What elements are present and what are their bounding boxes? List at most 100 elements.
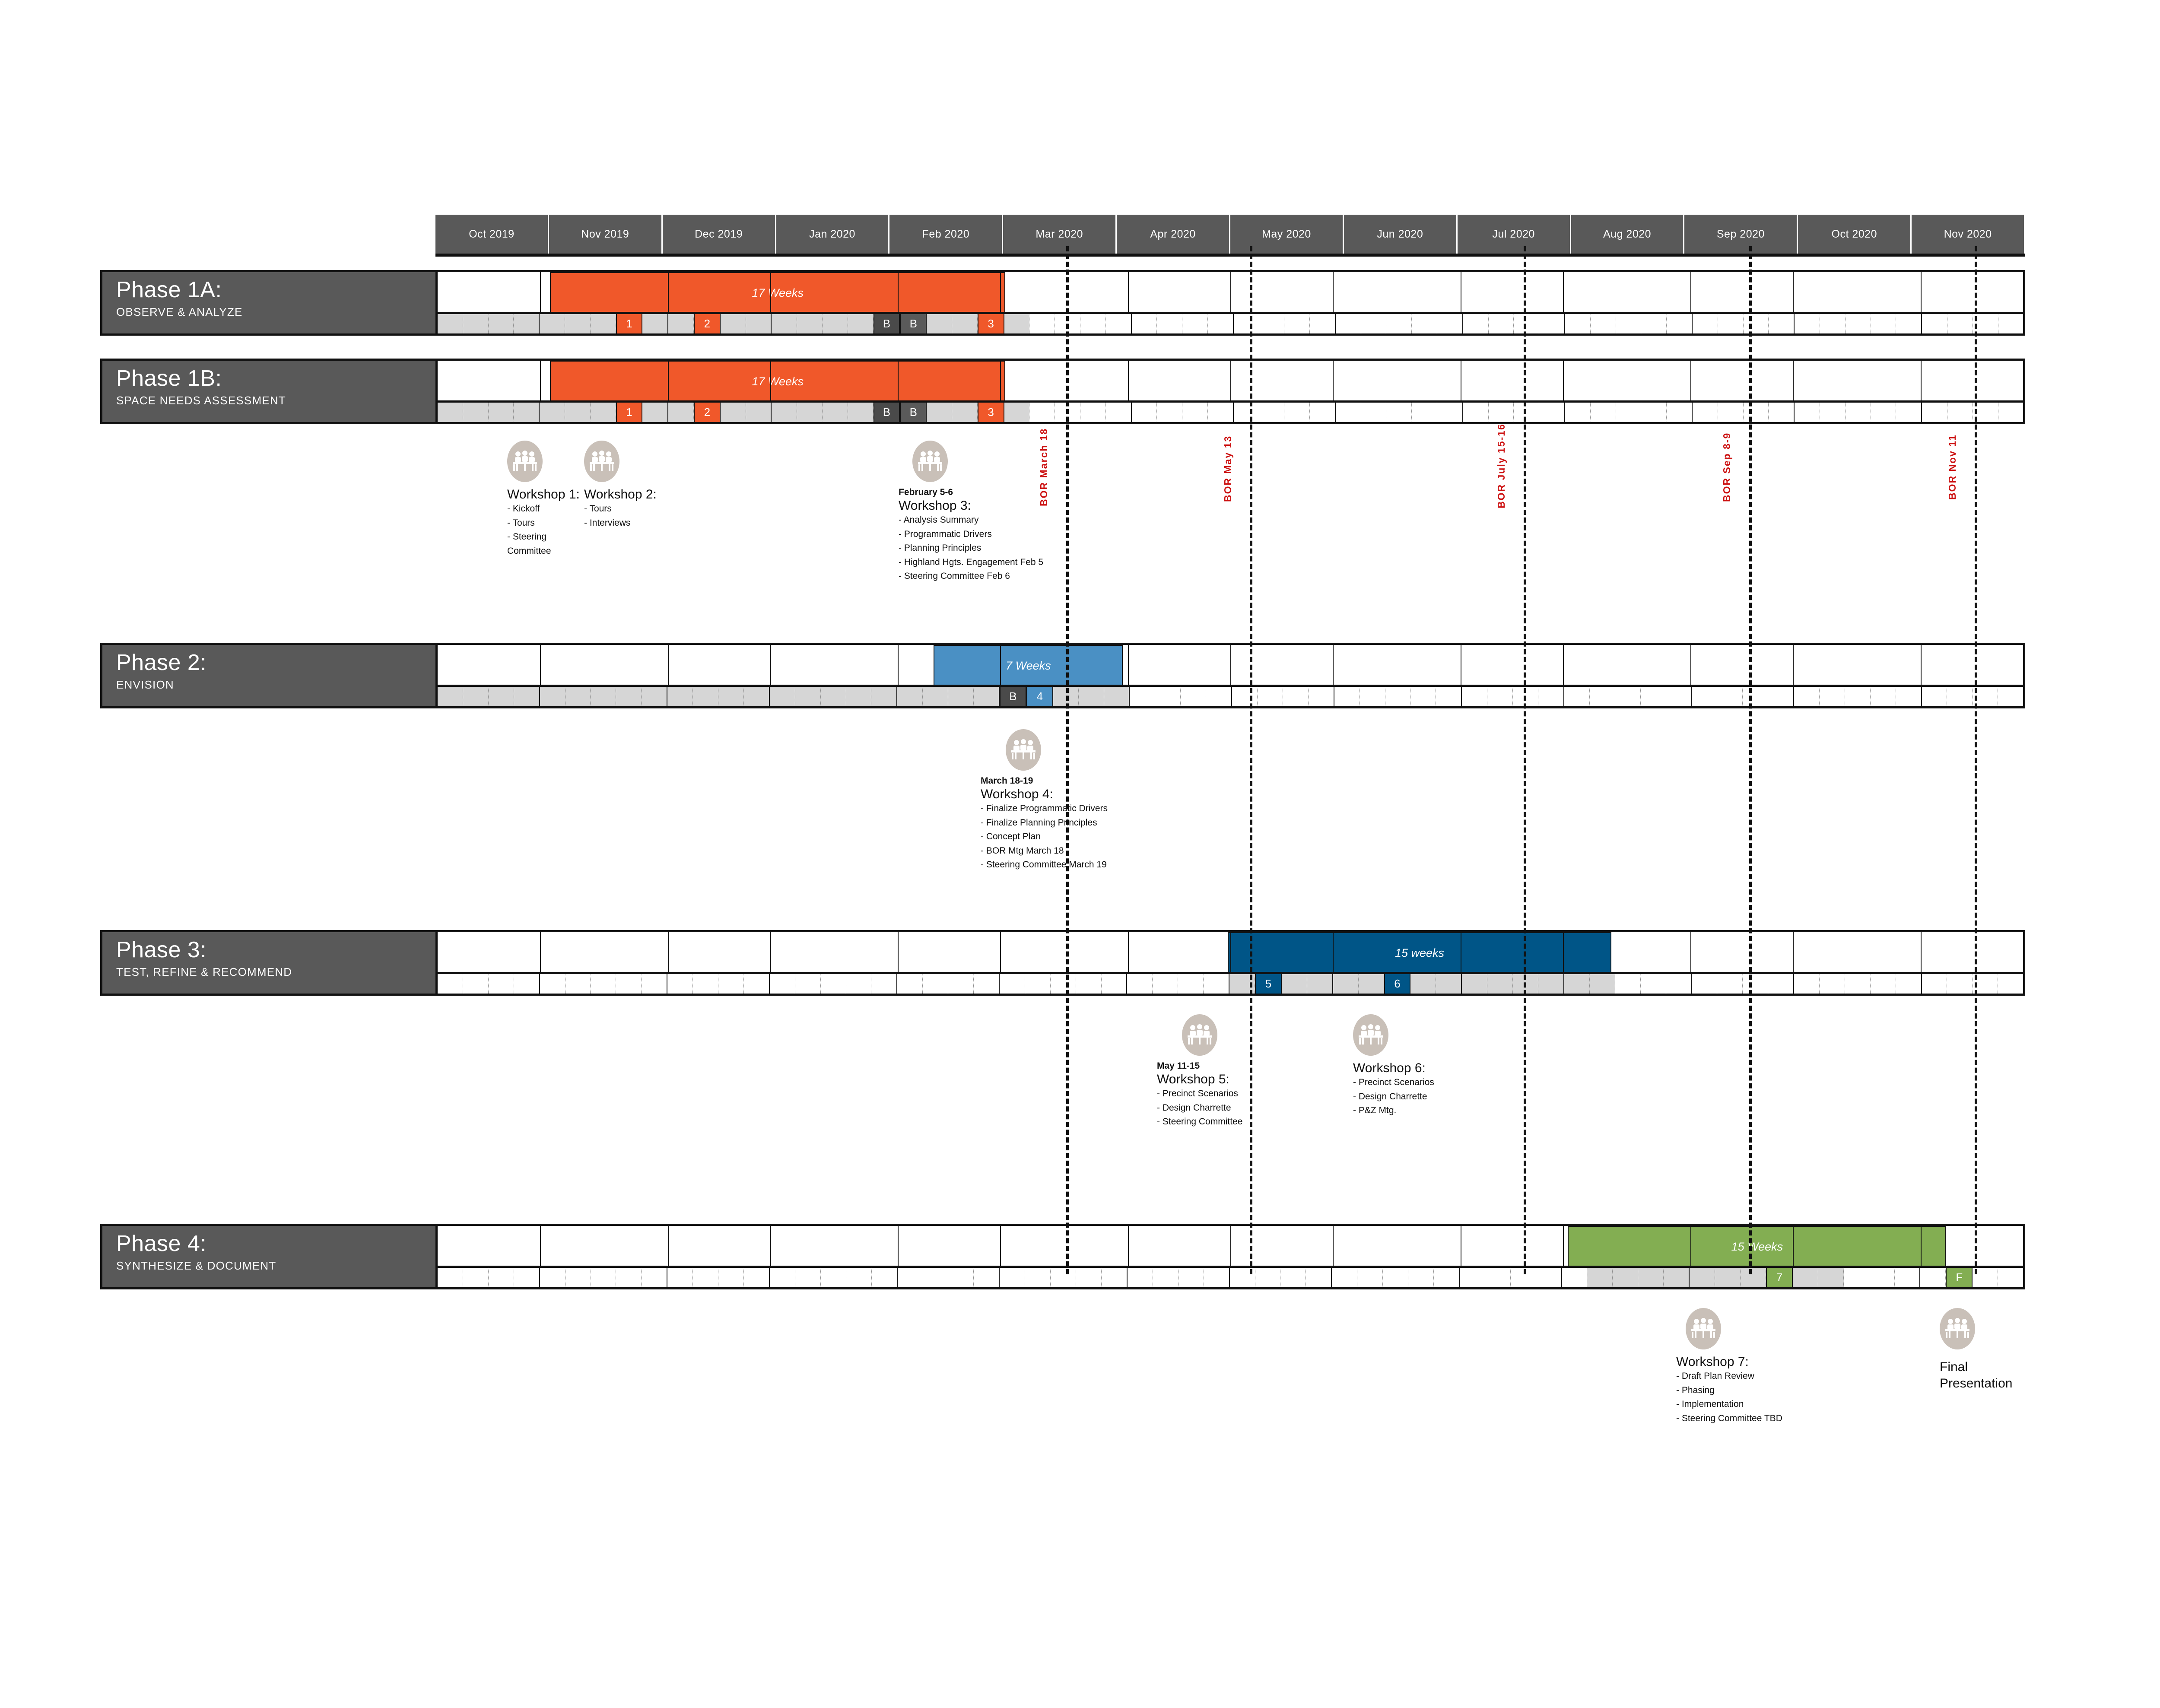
week-marker-4[interactable]: 4 xyxy=(1026,687,1053,706)
workshop-callout-w1[interactable]: Workshop 1: - Kickoff - Tours - Steering… xyxy=(507,441,580,558)
week-cell xyxy=(770,1268,795,1287)
week-marker-5[interactable]: 5 xyxy=(1255,974,1282,994)
month-separator xyxy=(1000,645,1001,687)
month-separator xyxy=(1921,361,1922,403)
month-separator xyxy=(898,932,899,974)
week-marker-1[interactable]: 1 xyxy=(616,403,643,422)
month-header-cell: Mar 2020 xyxy=(1003,215,1117,254)
meeting-icon xyxy=(1006,729,1041,771)
workshop-item: - Design Charrette xyxy=(1353,1091,1427,1102)
week-cell xyxy=(1792,1268,1818,1287)
week-cell xyxy=(693,974,718,994)
week-cell xyxy=(1386,314,1412,333)
phase-duration-bar[interactable]: 15 weeks xyxy=(1228,932,1611,974)
week-cell xyxy=(1310,403,1336,422)
month-separator xyxy=(1000,932,1001,974)
week-cell xyxy=(1896,314,1922,333)
workshop-callout-w2[interactable]: Workshop 2: - Tours - Interviews xyxy=(584,441,657,530)
month-separator xyxy=(1793,932,1794,974)
week-cell xyxy=(822,403,848,422)
week-cell xyxy=(1025,974,1051,994)
week-cell xyxy=(923,974,949,994)
month-separator xyxy=(1332,272,1334,314)
workshop-item: - Planning Principles xyxy=(899,543,982,553)
month-separator xyxy=(1332,1226,1334,1268)
month-separator xyxy=(1230,1226,1231,1268)
week-cell xyxy=(514,1268,540,1287)
month-separator xyxy=(1563,1226,1564,1268)
week-marker-2[interactable]: 2 xyxy=(693,403,721,422)
week-cell xyxy=(1666,974,1692,994)
week-cell xyxy=(591,974,616,994)
week-marker-b[interactable]: B xyxy=(999,687,1026,706)
week-cell xyxy=(463,687,489,706)
workshop-callout-w5[interactable]: May 11-15 Workshop 5: - Precinct Scenari… xyxy=(1157,1014,1242,1129)
week-cell xyxy=(1587,1268,1613,1287)
week-cell xyxy=(1004,403,1030,422)
week-marker-f[interactable]: F xyxy=(1946,1268,1973,1287)
final-presentation-line1: Final xyxy=(1940,1360,1968,1374)
workshop-item: - Precinct Scenarios xyxy=(1353,1077,1434,1087)
month-separator xyxy=(1128,645,1129,687)
phase-subtitle: SYNTHESIZE & DOCUMENT xyxy=(116,1259,276,1273)
week-cell xyxy=(489,1268,514,1287)
week-cell xyxy=(974,687,1000,706)
week-cell xyxy=(1360,687,1385,706)
week-cell xyxy=(1590,687,1615,706)
workshop-callout-w3[interactable]: February 5-6 Workshop 3: - Analysis Summ… xyxy=(899,441,1043,584)
week-marker-7[interactable]: 7 xyxy=(1766,1268,1793,1287)
week-cell xyxy=(746,403,772,422)
week-marker-b[interactable]: B xyxy=(900,403,927,422)
month-separator xyxy=(1690,1226,1692,1268)
week-cell xyxy=(1768,687,1795,706)
week-cell xyxy=(1155,687,1181,706)
workshop-item: Committee xyxy=(507,546,551,556)
workshop-title: Workshop 1: xyxy=(507,487,580,502)
week-cell xyxy=(1462,974,1488,994)
week-marker-b[interactable]: B xyxy=(873,314,900,333)
week-cell xyxy=(1565,403,1591,422)
week-cell xyxy=(1615,974,1641,994)
week-cell xyxy=(897,974,923,994)
week-cell xyxy=(720,403,746,422)
week-cell xyxy=(1283,687,1309,706)
phase-duration-bar[interactable]: 17 Weeks xyxy=(550,272,1006,314)
week-cell xyxy=(1718,403,1744,422)
phase-duration-bar[interactable]: 17 Weeks xyxy=(550,361,1006,403)
week-cell xyxy=(897,687,923,706)
month-separator xyxy=(898,361,899,403)
week-cell xyxy=(1462,687,1488,706)
week-marker-3[interactable]: 3 xyxy=(977,403,1004,422)
workshop-callout-final-presentation[interactable]: Final Presentation xyxy=(1940,1308,2012,1391)
phase-duration-bar[interactable]: 15 Weeks xyxy=(1568,1226,1947,1268)
week-cell xyxy=(795,1268,821,1287)
phase-bar-row: 17 Weeks xyxy=(438,272,2023,314)
week-cell xyxy=(642,403,669,422)
week-cell xyxy=(438,403,463,422)
week-cell xyxy=(1562,1268,1588,1287)
week-marker-b[interactable]: B xyxy=(873,403,900,422)
workshop-callout-w7[interactable]: Workshop 7: - Draft Plan Review - Phasin… xyxy=(1676,1308,1782,1425)
phase-duration-bar[interactable]: 7 Weeks xyxy=(934,645,1123,687)
week-cell xyxy=(1998,1268,2023,1287)
workshop-callout-w4[interactable]: March 18-19 Workshop 4: - Finalize Progr… xyxy=(981,729,1108,872)
week-cell xyxy=(540,314,565,333)
week-cell xyxy=(1182,403,1208,422)
week-marker-6[interactable]: 6 xyxy=(1384,974,1411,994)
workshop-item: - Steering Committee March 19 xyxy=(981,860,1107,870)
week-cell xyxy=(1412,314,1438,333)
week-marker-b[interactable]: B xyxy=(900,314,927,333)
workshop-callout-w6[interactable]: Workshop 6: - Precinct Scenarios - Desig… xyxy=(1353,1014,1434,1118)
week-marker-2[interactable]: 2 xyxy=(693,314,721,333)
phase-title: Phase 2: xyxy=(116,650,207,675)
week-cell xyxy=(1741,1268,1766,1287)
week-marker-3[interactable]: 3 xyxy=(977,314,1004,333)
week-cell xyxy=(1820,403,1846,422)
week-marker-1[interactable]: 1 xyxy=(616,314,643,333)
phase-subtitle: TEST, REFINE & RECOMMEND xyxy=(116,965,292,979)
